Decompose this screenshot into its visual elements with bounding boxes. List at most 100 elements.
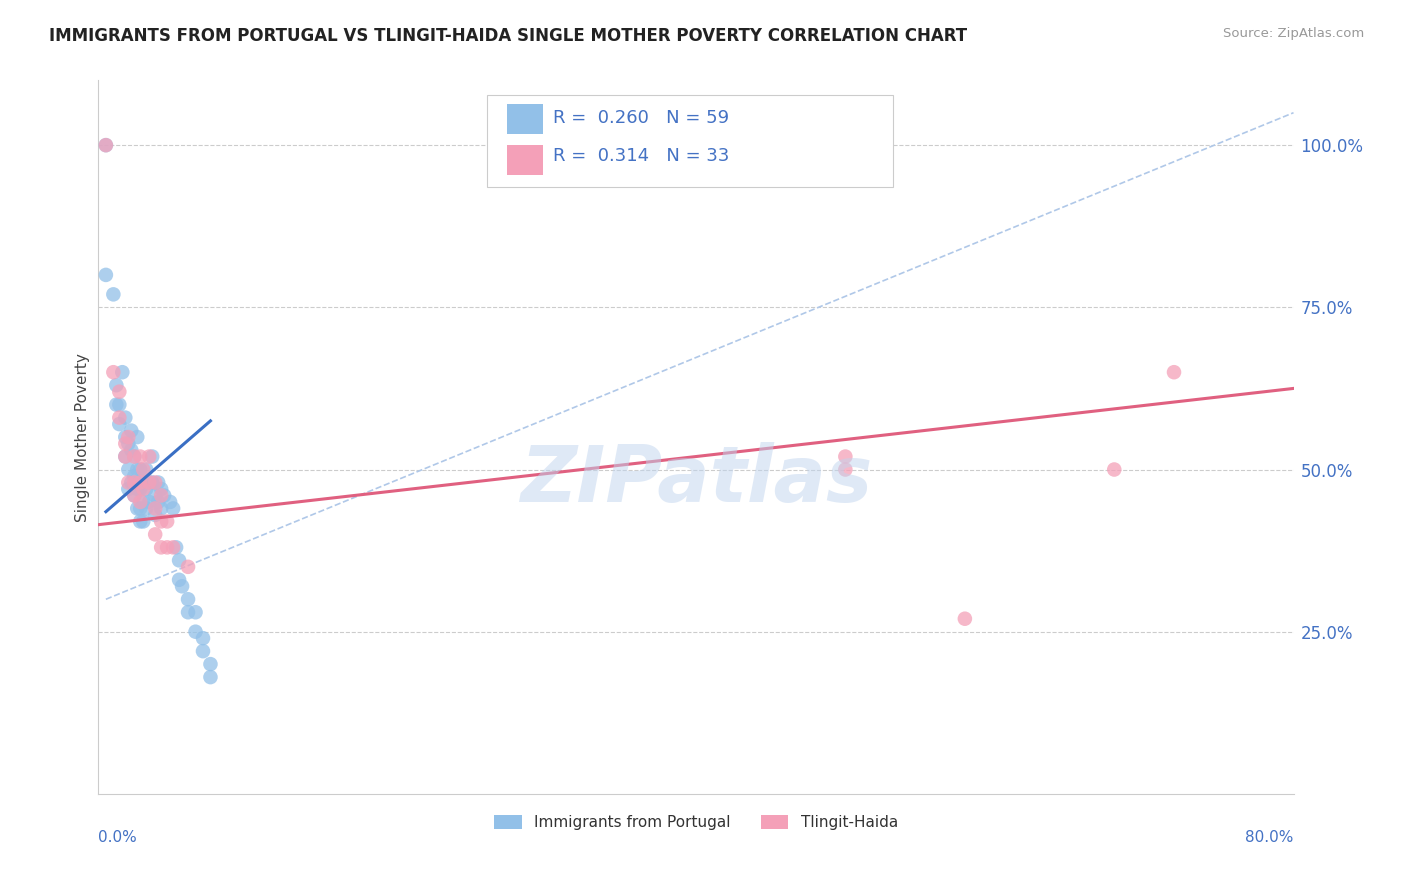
Point: [124, 488, 146, 502]
Point: [135, 462, 157, 476]
Text: Source: ZipAtlas.com: Source: ZipAtlas.com: [1223, 27, 1364, 40]
Point: [117, 430, 139, 444]
Point: [129, 482, 152, 496]
Point: [124, 488, 146, 502]
Point: [200, 670, 222, 684]
Point: [156, 541, 179, 555]
Point: [105, 398, 128, 412]
Text: R =  0.314   N = 33: R = 0.314 N = 33: [553, 146, 728, 165]
Point: [153, 488, 176, 502]
Point: [124, 450, 146, 464]
Point: [167, 553, 190, 567]
Point: [108, 410, 131, 425]
Point: [94, 268, 117, 282]
Point: [103, 287, 125, 301]
Point: [156, 515, 179, 529]
Point: [132, 475, 155, 490]
Point: [135, 482, 157, 496]
Point: [150, 501, 173, 516]
Point: [184, 624, 207, 639]
Point: [159, 495, 181, 509]
Legend: Immigrants from Portugal, Tlingit-Haida: Immigrants from Portugal, Tlingit-Haida: [488, 809, 904, 836]
Point: [108, 417, 131, 431]
Point: [143, 508, 166, 522]
Point: [117, 462, 139, 476]
Point: [111, 365, 134, 379]
Point: [172, 579, 194, 593]
Point: [103, 365, 125, 379]
Point: [94, 138, 117, 153]
Point: [132, 515, 155, 529]
Point: [138, 495, 160, 509]
Point: [129, 462, 152, 476]
Point: [108, 384, 131, 399]
Point: [114, 430, 136, 444]
Point: [150, 515, 173, 529]
FancyBboxPatch shape: [508, 103, 543, 134]
Point: [148, 495, 170, 509]
Point: [124, 450, 146, 464]
Point: [184, 605, 207, 619]
Point: [114, 450, 136, 464]
Point: [94, 138, 117, 153]
Text: 80.0%: 80.0%: [1246, 830, 1294, 845]
Point: [129, 515, 152, 529]
Point: [1163, 365, 1185, 379]
Point: [129, 501, 152, 516]
Point: [177, 559, 200, 574]
Point: [114, 436, 136, 450]
Point: [135, 501, 157, 516]
Point: [124, 469, 146, 483]
Point: [141, 450, 163, 464]
FancyBboxPatch shape: [486, 95, 893, 187]
Point: [143, 475, 166, 490]
Point: [108, 398, 131, 412]
Point: [120, 443, 142, 458]
Point: [129, 495, 152, 509]
Point: [129, 450, 152, 464]
Point: [834, 462, 856, 476]
Point: [138, 450, 160, 464]
Text: R =  0.260   N = 59: R = 0.260 N = 59: [553, 109, 728, 127]
Point: [132, 482, 155, 496]
Text: 0.0%: 0.0%: [98, 830, 138, 845]
Point: [129, 475, 152, 490]
Point: [141, 475, 163, 490]
Point: [120, 475, 142, 490]
Point: [148, 475, 170, 490]
Point: [138, 475, 160, 490]
Point: [162, 541, 184, 555]
Point: [167, 573, 190, 587]
Point: [127, 430, 149, 444]
Point: [200, 657, 222, 672]
Point: [1104, 462, 1126, 476]
Point: [127, 482, 149, 496]
Point: [143, 527, 166, 541]
Point: [150, 488, 173, 502]
Point: [127, 462, 149, 476]
Point: [150, 482, 173, 496]
Point: [191, 631, 214, 645]
Point: [177, 592, 200, 607]
Point: [138, 475, 160, 490]
Point: [114, 410, 136, 425]
Text: ZIPatlas: ZIPatlas: [520, 442, 872, 518]
Point: [143, 488, 166, 502]
Y-axis label: Single Mother Poverty: Single Mother Poverty: [75, 352, 90, 522]
Point: [117, 475, 139, 490]
Point: [114, 450, 136, 464]
Text: IMMIGRANTS FROM PORTUGAL VS TLINGIT-HAIDA SINGLE MOTHER POVERTY CORRELATION CHAR: IMMIGRANTS FROM PORTUGAL VS TLINGIT-HAID…: [49, 27, 967, 45]
Point: [165, 541, 187, 555]
Point: [143, 501, 166, 516]
Point: [132, 462, 155, 476]
Point: [162, 501, 184, 516]
Point: [117, 436, 139, 450]
Point: [120, 424, 142, 438]
Point: [127, 501, 149, 516]
Point: [177, 605, 200, 619]
Point: [191, 644, 214, 658]
Point: [105, 378, 128, 392]
Point: [150, 541, 173, 555]
FancyBboxPatch shape: [508, 145, 543, 175]
Point: [124, 475, 146, 490]
